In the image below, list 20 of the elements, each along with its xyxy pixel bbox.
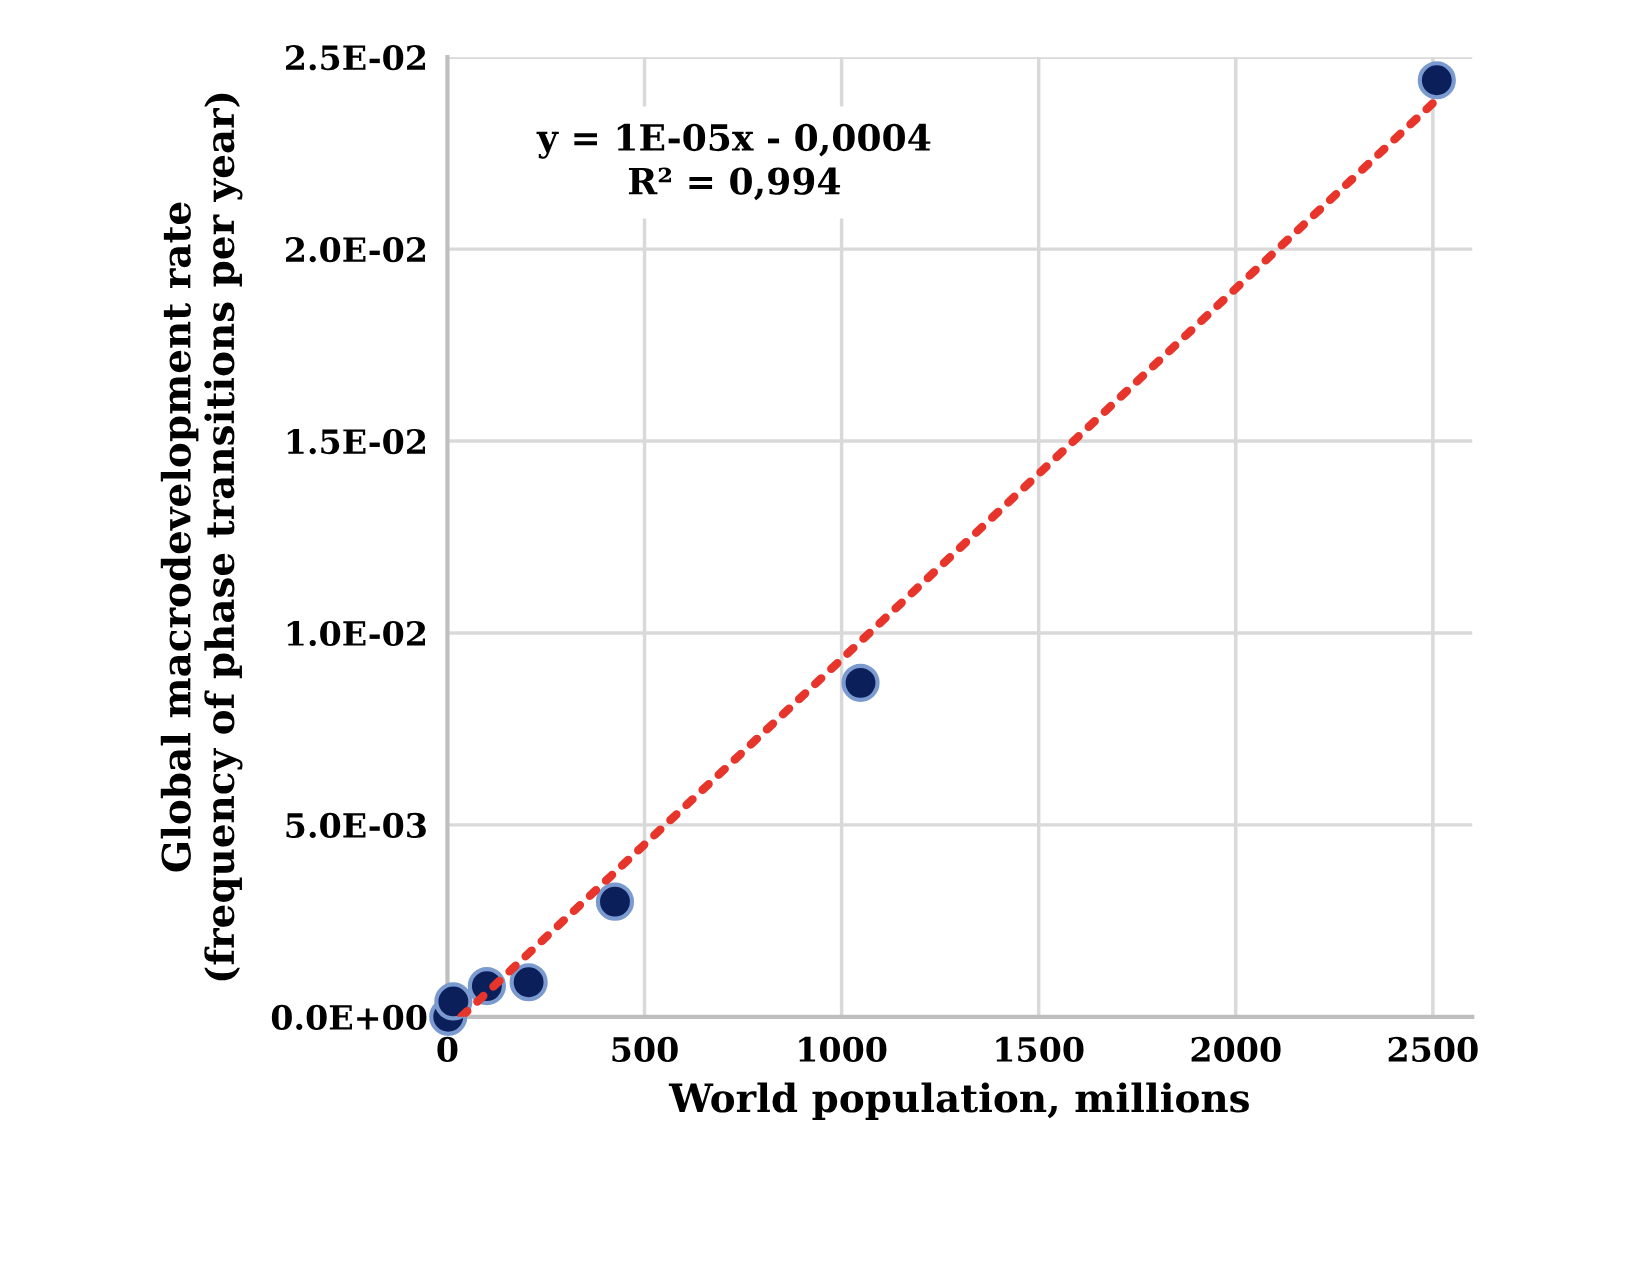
point: [434, 982, 473, 1021]
y-tick-label: 2.5E-02: [285, 45, 426, 71]
x-tick-label: 2500: [1388, 1036, 1478, 1063]
x-tick-label: 0: [437, 1036, 458, 1063]
point: [841, 663, 880, 702]
x-tick-label: 2000: [1191, 1036, 1281, 1063]
x-tick-label: 1000: [799, 1036, 887, 1063]
y-tick-label: 5.0E-03: [286, 812, 426, 839]
x-tick-label: 500: [612, 1036, 678, 1063]
y-tick-label: 0.0E+00: [271, 1004, 427, 1030]
point: [595, 882, 635, 921]
point: [509, 963, 548, 1002]
y-tick-label: 2.0E-02: [285, 237, 426, 263]
annotation: y = 1E-05x - 0,0004 R² = 0,994: [536, 123, 931, 201]
y-tick-label: 1.0E-02: [287, 620, 426, 647]
point: [1417, 61, 1456, 100]
x-tick-label: 1500: [996, 1036, 1084, 1063]
y-axis-title: Global macrodevelopment rate (frequency of phase transitions per year): [160, 93, 243, 981]
y-tick-label: 1.5E-02: [287, 428, 426, 455]
x-axis-title: World population, millions: [668, 1082, 1249, 1121]
